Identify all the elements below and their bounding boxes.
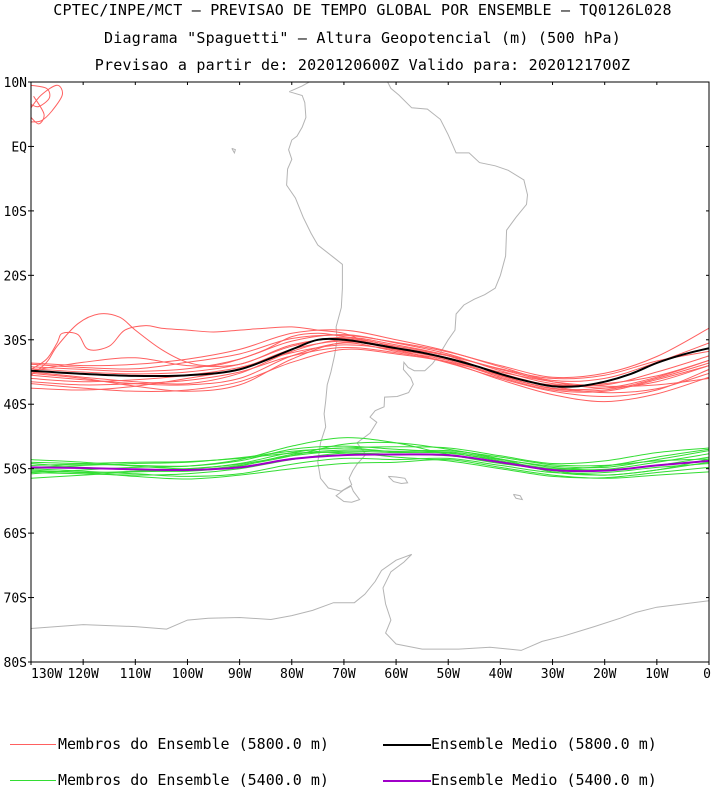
- legend-swatch-mean-5400: [383, 780, 431, 782]
- lon-tick-label-12: 10W: [645, 667, 669, 682]
- legend-label-mean-5800: Ensemble Medio (5800.0 m): [431, 735, 657, 753]
- ensemble-mean-line-0: [31, 337, 709, 388]
- lon-tick-label-8: 50W: [436, 667, 460, 682]
- plot-frame: [30, 81, 710, 663]
- lat-tick-label-6: 50S: [4, 463, 27, 478]
- lon-tick-label-10: 30W: [541, 667, 565, 682]
- axes-layer: 10N EQ 10S 20S 30S 40S 50S 60S 70S 80S 130W 120W 110…: [4, 76, 711, 682]
- legend-label-mean-5400: Ensemble Medio (5400.0 m): [431, 771, 657, 789]
- lat-tick-label-5: 40S: [4, 398, 27, 413]
- member-5800-line-11: [31, 346, 709, 386]
- legend-label-members-5800: Membros do Ensemble (5800.0 m): [58, 735, 329, 753]
- member-5800-fragment-0: [31, 84, 63, 123]
- member-5800-line-9: [31, 327, 709, 379]
- legend-swatch-members-5400: [10, 780, 56, 781]
- member-5400-line-8: [31, 446, 709, 468]
- title-line-3: Previsao a partir de: 2020120600Z Valido…: [94, 56, 631, 74]
- coastline-5: [31, 553, 709, 651]
- member-5800-line-2: [31, 348, 709, 403]
- lon-tick-label-1: 120W: [67, 667, 98, 682]
- lon-tick-label-0: 130W: [31, 667, 62, 682]
- title-line-2: Diagrama "Spaguetti" – Altura Geopotenci…: [104, 29, 621, 47]
- lon-tick-label-5: 80W: [280, 667, 304, 682]
- lat-tick-label-7: 60S: [4, 527, 27, 542]
- legend-swatch-mean-5800: [383, 744, 431, 746]
- coastline-2: [387, 475, 409, 485]
- lat-tick-label-2: 10S: [4, 205, 27, 220]
- lon-tick-label-9: 40W: [489, 667, 513, 682]
- member-5400-line-6: [31, 437, 709, 475]
- coastline-layer: [31, 82, 709, 651]
- ensemble-mean-line-1: [31, 453, 709, 473]
- member-5800-line-8: [31, 344, 709, 398]
- lon-tick-label-2: 110W: [120, 667, 151, 682]
- coastline-1: [335, 485, 361, 503]
- member-5400-line-10: [31, 451, 709, 476]
- lon-tick-label-6: 70W: [332, 667, 356, 682]
- member-5800-line-12: [31, 325, 709, 389]
- lat-tick-label-9: 80S: [4, 656, 27, 671]
- member-5800-line-4: [31, 340, 709, 391]
- lat-tick-label-1: EQ: [11, 140, 27, 155]
- lon-tick-label-3: 100W: [172, 667, 203, 682]
- lon-tick-label-7: 60W: [384, 667, 408, 682]
- lat-tick-label-8: 70S: [4, 592, 27, 607]
- member-5800-line-13: [31, 313, 397, 376]
- coastline-3: [512, 493, 524, 501]
- coastline-0: [286, 82, 529, 492]
- member-5800-line-3: [31, 329, 709, 382]
- ensemble-members-layer: [31, 84, 709, 480]
- legend-label-members-5400: Membros do Ensemble (5400.0 m): [58, 771, 329, 789]
- ensemble-mean-layer: [31, 337, 709, 473]
- lat-tick-label-3: 20S: [4, 269, 27, 284]
- member-5400-line-7: [31, 458, 709, 480]
- lat-tick-label-0: 10N: [4, 76, 27, 91]
- title-line-1: CPTEC/INPE/MCT – PREVISAO DE TEMPO GLOBA…: [53, 1, 672, 19]
- coastline-4: [231, 147, 237, 155]
- member-5800-fragment-2: [31, 95, 45, 125]
- member-5800-line-7: [31, 336, 709, 380]
- member-5400-line-4: [31, 457, 709, 477]
- member-5400-line-2: [31, 447, 709, 470]
- lat-tick-label-4: 30S: [4, 334, 27, 349]
- lon-tick-label-13: 0: [703, 667, 711, 682]
- lon-tick-label-11: 20W: [593, 667, 617, 682]
- lon-tick-label-4: 90W: [228, 667, 252, 682]
- legend-swatch-members-5800: [10, 744, 56, 745]
- member-5800-fragment-1: [31, 84, 51, 108]
